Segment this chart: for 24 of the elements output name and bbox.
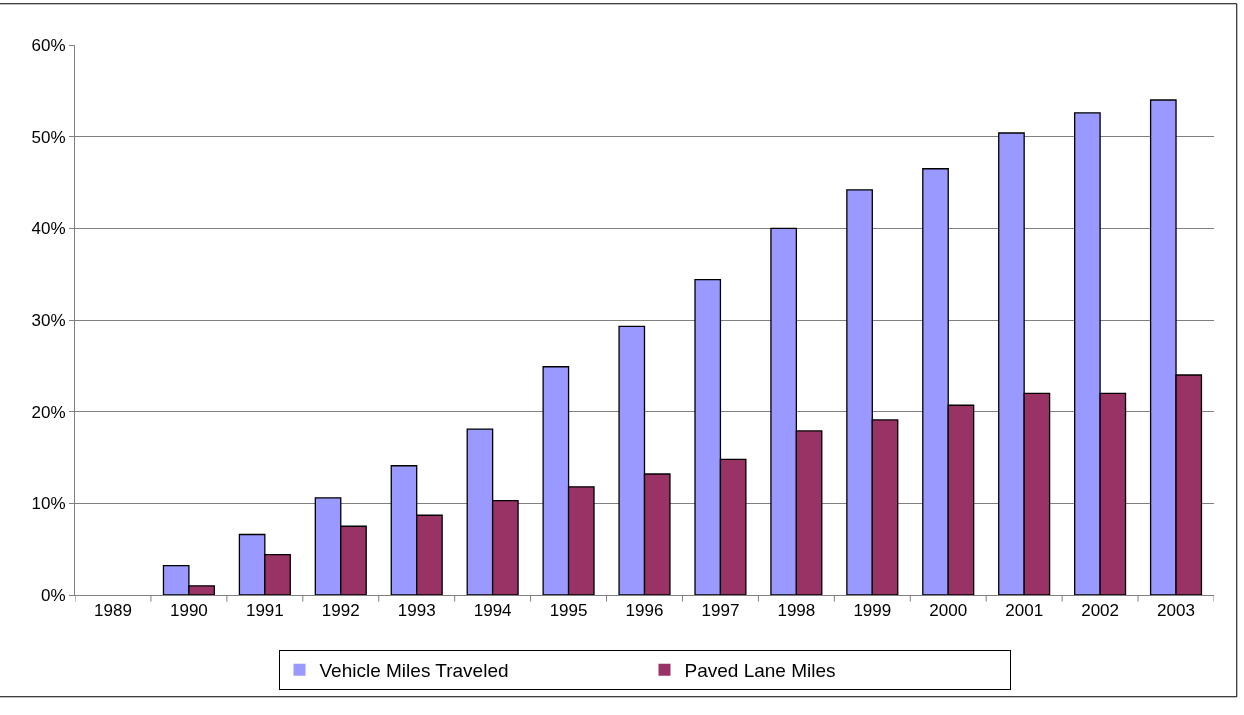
x-tick-label: 1999 — [853, 601, 892, 621]
x-tick-label: 1995 — [549, 601, 588, 621]
x-tick-label: 1991 — [245, 601, 284, 621]
x-tick-label: 1990 — [169, 601, 208, 621]
legend-label: Paved Lane Miles — [684, 660, 836, 682]
x-tick-label: 2000 — [929, 601, 968, 621]
x-tick-label: 2001 — [1005, 601, 1044, 621]
x-tick-label: 2002 — [1081, 601, 1120, 621]
y-tick-label: 10% — [31, 494, 66, 514]
x-tick-label: 1994 — [473, 601, 512, 621]
x-tick-label: 1993 — [397, 601, 436, 621]
x-tick-label: 1992 — [321, 601, 360, 621]
x-tick-label: 1989 — [94, 601, 132, 621]
x-tick-label: 1996 — [625, 601, 664, 621]
y-tick-label: 0% — [41, 585, 66, 605]
y-tick-label: 60% — [31, 35, 66, 55]
legend-label: Vehicle Miles Traveled — [319, 660, 509, 682]
y-tick-label: 50% — [31, 127, 66, 147]
x-tick-label: 1997 — [701, 601, 740, 621]
x-tick-label: 2003 — [1157, 601, 1195, 621]
x-tick-label: 1998 — [777, 601, 816, 621]
y-tick-label: 40% — [31, 219, 66, 239]
y-tick-label: 20% — [31, 402, 66, 422]
y-tick-label: 30% — [31, 310, 66, 330]
